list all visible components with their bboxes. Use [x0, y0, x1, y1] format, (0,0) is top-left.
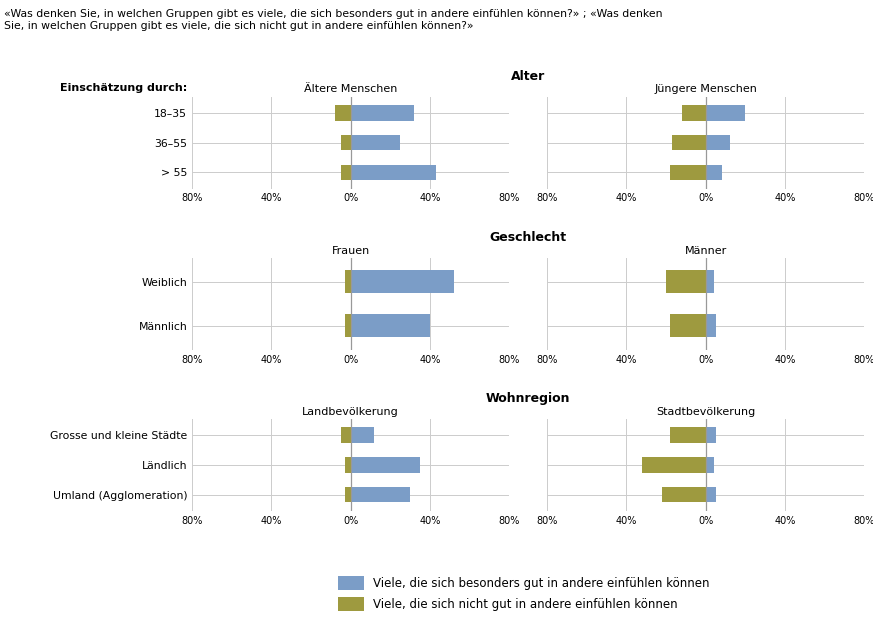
Bar	[705, 314, 716, 337]
Title: Ältere Menschen: Ältere Menschen	[304, 84, 397, 95]
Bar	[672, 135, 705, 150]
Title: Jüngere Menschen: Jüngere Menschen	[654, 84, 757, 95]
Bar	[351, 457, 420, 473]
Bar	[345, 457, 351, 473]
Bar	[705, 270, 713, 293]
Text: Alter: Alter	[511, 70, 546, 83]
Bar	[705, 427, 716, 443]
Bar	[345, 314, 351, 337]
Text: «Was denken Sie, in welchen Gruppen gibt es viele, die sich besonders gut in and: «Was denken Sie, in welchen Gruppen gibt…	[4, 9, 663, 31]
Bar	[666, 270, 705, 293]
Bar	[351, 487, 410, 502]
Title: Stadtbevölkerung: Stadtbevölkerung	[656, 407, 755, 417]
Title: Frauen: Frauen	[332, 245, 370, 255]
Text: Einschätzung durch:: Einschätzung durch:	[60, 83, 188, 93]
Title: Landbevölkerung: Landbevölkerung	[302, 407, 399, 417]
Bar	[670, 314, 705, 337]
Bar	[682, 105, 705, 121]
Bar	[345, 270, 351, 293]
Bar	[334, 105, 351, 121]
Bar	[351, 164, 436, 180]
Text: Geschlecht: Geschlecht	[490, 231, 567, 244]
Bar	[340, 135, 351, 150]
Bar	[351, 427, 375, 443]
Bar	[705, 105, 746, 121]
Bar	[351, 135, 400, 150]
Bar	[351, 314, 430, 337]
Text: Wohnregion: Wohnregion	[486, 392, 570, 405]
Bar	[670, 164, 705, 180]
Bar	[705, 457, 713, 473]
Bar	[670, 427, 705, 443]
Bar	[662, 487, 705, 502]
Legend: Viele, die sich besonders gut in andere einfühlen können, Viele, die sich nicht : Viele, die sich besonders gut in andere …	[338, 576, 710, 611]
Bar	[351, 105, 414, 121]
Bar	[705, 135, 730, 150]
Bar	[340, 427, 351, 443]
Title: Männer: Männer	[684, 245, 727, 255]
Bar	[340, 164, 351, 180]
Bar	[705, 164, 722, 180]
Bar	[351, 270, 454, 293]
Bar	[345, 487, 351, 502]
Bar	[643, 457, 705, 473]
Bar	[705, 487, 716, 502]
